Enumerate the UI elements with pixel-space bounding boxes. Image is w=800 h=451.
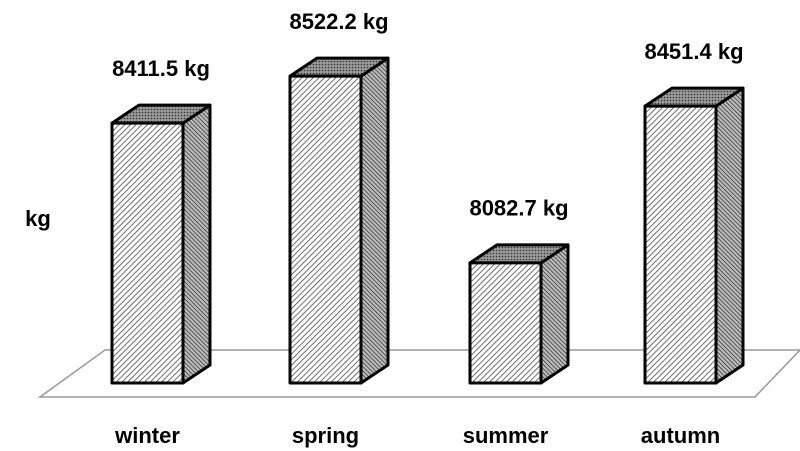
y-axis-label: kg (25, 206, 51, 231)
x-tick-label: autumn (641, 423, 720, 448)
bar-side (359, 56, 390, 385)
bar-side (714, 86, 745, 385)
bar (110, 121, 185, 385)
bar-side (539, 243, 570, 385)
x-tick-label: spring (292, 423, 359, 448)
value-label: 8451.4 kg (644, 39, 743, 64)
x-tick-label: winter (114, 423, 180, 448)
bar (288, 74, 363, 385)
value-label: 8522.2 kg (289, 9, 388, 34)
value-label: 8082.7 kg (469, 196, 568, 221)
bar-side (181, 103, 212, 385)
x-tick-label: summer (463, 423, 549, 448)
bar (643, 104, 718, 385)
floor (37, 349, 800, 398)
value-label: 8411.5 kg (112, 56, 210, 81)
bar (468, 261, 543, 385)
